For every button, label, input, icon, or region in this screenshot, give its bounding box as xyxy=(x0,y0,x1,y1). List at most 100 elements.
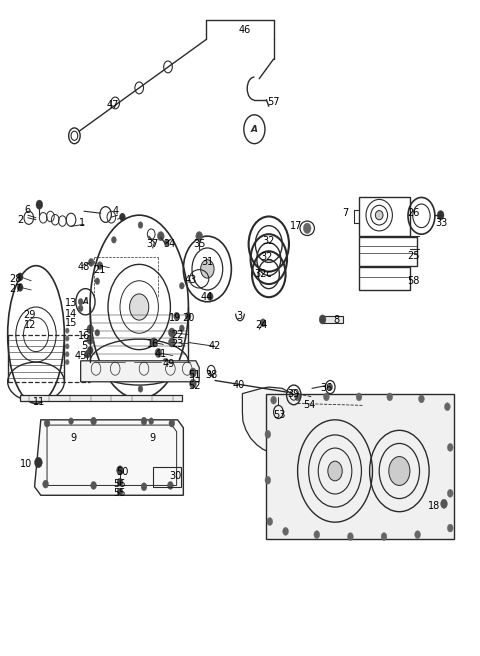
Text: 56: 56 xyxy=(113,479,125,489)
Circle shape xyxy=(419,395,424,403)
Text: 17: 17 xyxy=(290,221,303,232)
Circle shape xyxy=(415,531,420,539)
Text: 39: 39 xyxy=(288,388,300,399)
Circle shape xyxy=(97,262,103,270)
Text: 13: 13 xyxy=(65,298,77,308)
Circle shape xyxy=(88,258,94,266)
Text: 32c: 32c xyxy=(255,268,272,279)
Text: 52: 52 xyxy=(188,380,201,391)
Circle shape xyxy=(91,482,96,489)
Circle shape xyxy=(149,418,154,424)
Circle shape xyxy=(87,325,94,334)
Text: 38: 38 xyxy=(205,370,217,380)
Circle shape xyxy=(260,319,266,327)
Text: 11: 11 xyxy=(33,397,46,407)
Text: 51: 51 xyxy=(188,370,201,380)
Polygon shape xyxy=(35,420,183,495)
Circle shape xyxy=(356,393,362,401)
Circle shape xyxy=(190,368,196,377)
Circle shape xyxy=(303,223,311,234)
Text: 55: 55 xyxy=(113,488,125,499)
Text: 43: 43 xyxy=(185,275,197,285)
Text: 20: 20 xyxy=(182,312,194,323)
Text: 10: 10 xyxy=(20,459,33,469)
Circle shape xyxy=(69,418,73,424)
Text: 32: 32 xyxy=(260,252,273,262)
Text: 32: 32 xyxy=(263,236,275,247)
Circle shape xyxy=(162,358,169,367)
Text: 30: 30 xyxy=(169,470,181,481)
Circle shape xyxy=(271,396,276,404)
Circle shape xyxy=(324,393,329,401)
Text: 33: 33 xyxy=(435,218,448,228)
Circle shape xyxy=(447,443,453,451)
Circle shape xyxy=(155,348,162,358)
Text: 24: 24 xyxy=(255,319,268,330)
Text: 4: 4 xyxy=(112,206,118,216)
Circle shape xyxy=(168,338,175,347)
Circle shape xyxy=(117,466,123,475)
Text: 19: 19 xyxy=(169,312,181,323)
Circle shape xyxy=(138,222,143,228)
Text: 3: 3 xyxy=(236,311,242,321)
Circle shape xyxy=(111,371,116,377)
Circle shape xyxy=(117,488,123,496)
Circle shape xyxy=(17,283,23,291)
Text: 34: 34 xyxy=(163,239,175,249)
Circle shape xyxy=(169,419,175,427)
Text: 45: 45 xyxy=(74,350,87,361)
Circle shape xyxy=(265,476,271,484)
Circle shape xyxy=(130,294,149,320)
Text: 8: 8 xyxy=(333,315,339,325)
Text: 53: 53 xyxy=(273,409,286,420)
Text: 57: 57 xyxy=(267,96,280,107)
Text: 58: 58 xyxy=(408,276,420,286)
Circle shape xyxy=(168,482,173,489)
Circle shape xyxy=(185,312,191,320)
Text: 22: 22 xyxy=(171,329,184,340)
Circle shape xyxy=(190,379,196,388)
Ellipse shape xyxy=(375,211,383,220)
Circle shape xyxy=(447,524,453,532)
Circle shape xyxy=(141,417,147,425)
Circle shape xyxy=(314,531,320,539)
Text: 49: 49 xyxy=(163,359,175,369)
Circle shape xyxy=(201,260,214,278)
Circle shape xyxy=(117,478,123,486)
Polygon shape xyxy=(20,395,182,401)
Circle shape xyxy=(180,283,184,289)
Text: 42: 42 xyxy=(209,341,221,352)
Circle shape xyxy=(17,273,23,281)
Circle shape xyxy=(95,278,100,285)
Text: 9: 9 xyxy=(70,433,76,443)
Text: 47: 47 xyxy=(107,100,119,110)
Text: 15: 15 xyxy=(65,318,77,328)
Circle shape xyxy=(65,344,69,349)
Text: 18: 18 xyxy=(428,501,441,512)
Circle shape xyxy=(36,200,43,209)
Polygon shape xyxy=(323,316,343,323)
Circle shape xyxy=(43,480,48,488)
Circle shape xyxy=(207,293,213,300)
Circle shape xyxy=(35,457,42,468)
Circle shape xyxy=(328,461,342,481)
Text: 44: 44 xyxy=(200,291,213,302)
Circle shape xyxy=(174,312,180,320)
Text: 7: 7 xyxy=(342,208,349,218)
Text: 54: 54 xyxy=(303,400,316,410)
Circle shape xyxy=(141,483,147,491)
Circle shape xyxy=(157,232,164,241)
Circle shape xyxy=(389,457,410,485)
Circle shape xyxy=(87,346,93,354)
Text: 28: 28 xyxy=(9,274,22,284)
Text: 41: 41 xyxy=(155,349,167,359)
Circle shape xyxy=(164,239,169,246)
Text: 21: 21 xyxy=(94,265,106,276)
Circle shape xyxy=(267,518,273,525)
Polygon shape xyxy=(266,394,454,539)
Text: 48: 48 xyxy=(78,262,90,272)
Text: 16: 16 xyxy=(78,331,90,341)
Circle shape xyxy=(164,368,169,375)
Text: 12: 12 xyxy=(24,319,36,330)
Text: 16: 16 xyxy=(146,339,159,350)
